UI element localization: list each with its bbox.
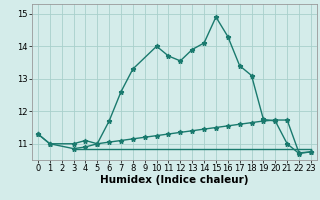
- X-axis label: Humidex (Indice chaleur): Humidex (Indice chaleur): [100, 175, 249, 185]
